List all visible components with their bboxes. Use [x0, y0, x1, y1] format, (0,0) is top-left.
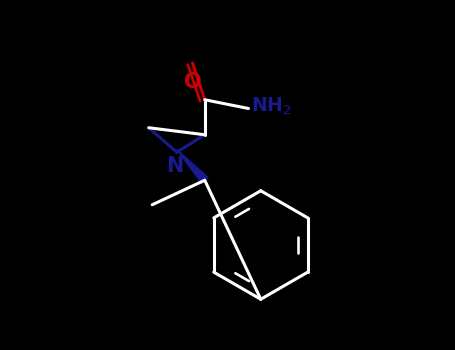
Polygon shape [177, 149, 208, 183]
Text: NH$_2$: NH$_2$ [251, 96, 292, 117]
Text: N: N [167, 156, 184, 176]
Text: O: O [184, 72, 201, 92]
